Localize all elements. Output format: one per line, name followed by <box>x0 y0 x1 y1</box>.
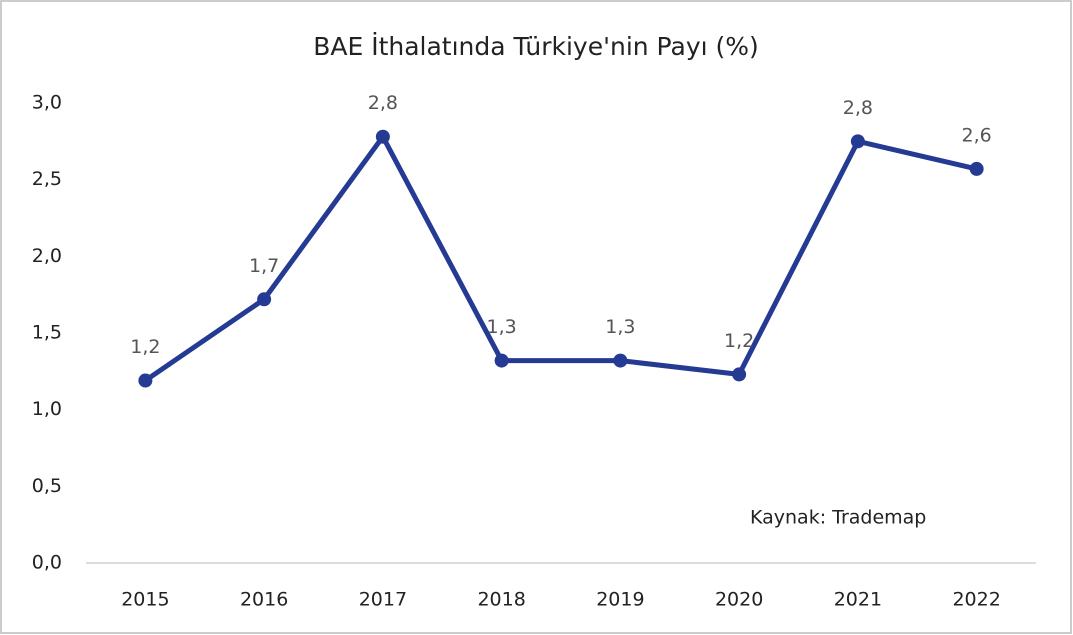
data-label: 2,6 <box>962 124 992 146</box>
point <box>375 129 390 144</box>
y-tick-label: 0,5 <box>32 475 62 497</box>
data-label: 1,3 <box>487 316 517 338</box>
data-label: 1,7 <box>249 255 279 277</box>
y-tick-label: 3,0 <box>32 92 62 114</box>
series-line <box>143 134 978 383</box>
data-label: 1,2 <box>130 336 160 358</box>
annotation: Kaynak: Trademap <box>750 507 926 529</box>
data-label: 2,8 <box>843 97 873 119</box>
x-tick-label: 2018 <box>477 589 525 611</box>
x-tick-label: 2020 <box>715 589 763 611</box>
data-label: 1,3 <box>605 316 635 338</box>
point <box>257 292 272 307</box>
y-tick-label: 1,0 <box>32 398 62 420</box>
point <box>732 367 747 382</box>
y-tick-label: 1,5 <box>32 322 62 344</box>
point <box>613 353 628 368</box>
data-label: 1,2 <box>724 330 754 352</box>
x-tick-label: 2022 <box>952 589 1000 611</box>
x-tick-label: 2015 <box>121 589 169 611</box>
x-tick-label: 2019 <box>596 589 644 611</box>
chart-title: BAE İthalatında Türkiye'nin Payı (%) <box>313 32 759 61</box>
point <box>138 373 153 388</box>
x-tick-label: 2017 <box>359 589 407 611</box>
x-tick-label: 2016 <box>240 589 288 611</box>
point <box>969 161 984 176</box>
point <box>494 353 509 368</box>
y-tick-label: 2,0 <box>32 245 62 267</box>
x-tick-label: 2021 <box>834 589 882 611</box>
point <box>850 134 865 149</box>
y-tick-label: 2,5 <box>32 168 62 190</box>
y-tick-label: 0,0 <box>32 552 62 574</box>
data-label: 2,8 <box>368 92 398 114</box>
